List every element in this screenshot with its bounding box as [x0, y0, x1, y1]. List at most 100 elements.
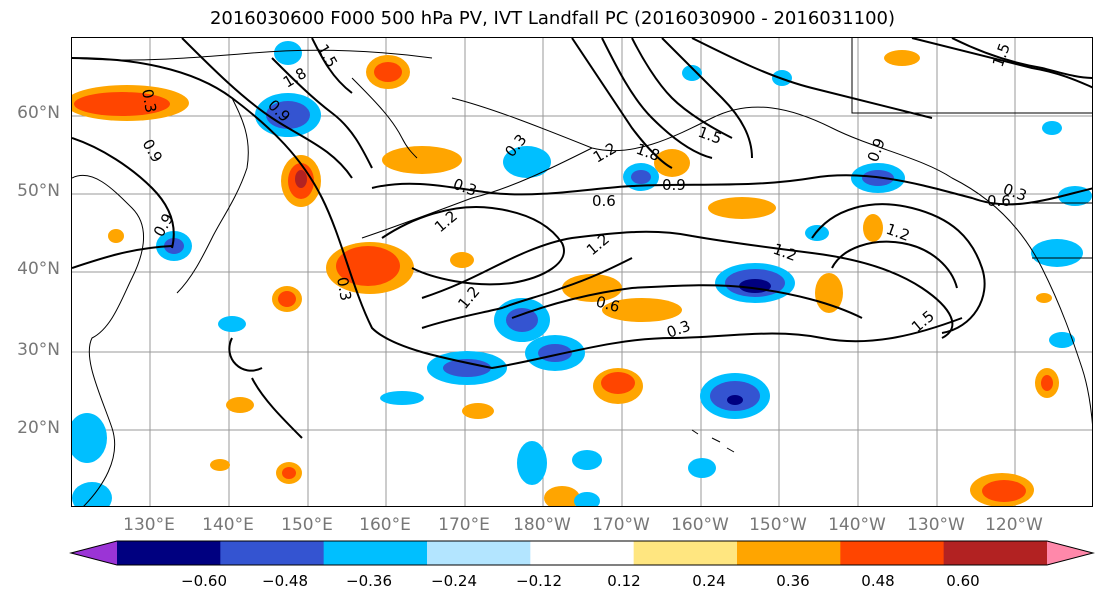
border — [1032, 202, 1092, 259]
border — [851, 38, 1092, 114]
colorbar-tick-label: 0.12 — [607, 572, 641, 590]
lon-label: 130°W — [907, 515, 965, 535]
pv-contour — [831, 240, 958, 289]
pv-contour — [251, 377, 303, 439]
coastline-north — [72, 49, 433, 61]
lat-label: 40°N — [17, 259, 60, 279]
lat-label: 30°N — [17, 340, 60, 360]
lat-label: 20°N — [17, 418, 60, 438]
shade-positive — [708, 197, 776, 219]
pv-contour — [271, 57, 373, 169]
map-plot: 0.3 0.9 1.8 1.5 0.9 0.3 1.8 1.2 1.5 0.3 … — [72, 38, 1092, 506]
shade-negative — [1031, 239, 1083, 267]
shade-negative — [572, 450, 602, 470]
contour-label: 1.8 — [280, 64, 310, 92]
pv-contour — [571, 38, 673, 169]
shade-positive — [210, 459, 230, 471]
lon-label: 120°W — [985, 515, 1043, 535]
shade-positive — [884, 50, 920, 66]
shade-negative — [574, 492, 600, 506]
pv-contour — [691, 38, 933, 119]
pv-contours — [72, 38, 1092, 439]
contour-label: 1.5 — [908, 307, 938, 336]
pv-contour — [72, 137, 175, 249]
pv-contour — [181, 38, 353, 179]
shade-positive — [654, 149, 690, 177]
shade-negative — [164, 238, 184, 254]
colorbar-cell — [427, 541, 531, 565]
pv-contour — [228, 337, 263, 372]
colorbar-extend-low — [71, 541, 117, 565]
contour-label: 0.9 — [662, 176, 686, 194]
colorbar-tick-label: −0.60 — [181, 572, 227, 590]
lat-label: 60°N — [17, 103, 60, 123]
pv-contour — [72, 57, 963, 370]
gridlines — [72, 38, 1092, 506]
shade-negative — [503, 146, 551, 178]
contour-label: 1.5 — [696, 123, 725, 148]
shade-negative — [688, 458, 716, 478]
shade-positive — [74, 92, 170, 116]
contour-label: 1.5 — [989, 41, 1014, 70]
lon-label: 170°W — [592, 515, 650, 535]
shade-negative — [682, 65, 702, 81]
lon-label: 160°W — [671, 515, 729, 535]
lon-label: 170°E — [438, 515, 490, 535]
contour-label: 1.2 — [454, 283, 483, 313]
colorbar-cell — [117, 541, 221, 565]
map-panel: 0.3 0.9 1.8 1.5 0.9 0.3 1.8 1.2 1.5 0.3 … — [71, 37, 1093, 507]
colorbar-cell — [220, 541, 325, 565]
colorbar-tick-label: −0.12 — [516, 572, 562, 590]
lon-label: 160°E — [359, 515, 411, 535]
pv-contour — [811, 203, 986, 334]
pv-contour — [72, 245, 173, 269]
contour-label: 0.9 — [864, 136, 889, 165]
pv-contour — [381, 206, 565, 286]
shade-negative — [506, 308, 538, 332]
colorbar-tick-label: 0.60 — [946, 572, 980, 590]
pv-contour — [311, 38, 353, 94]
shade-negative — [443, 359, 491, 377]
colorbar-tick-label: −0.48 — [262, 572, 308, 590]
pc-shading — [72, 41, 1092, 506]
contour-label: 1.2 — [590, 139, 620, 167]
pv-contour — [601, 38, 713, 159]
pv-contour — [911, 38, 1092, 89]
lon-label: 140°E — [202, 515, 254, 535]
colorbar-tick-label: 0.24 — [692, 572, 726, 590]
contour-label: 0.3 — [138, 88, 160, 115]
colorbar-tick-label: −0.24 — [431, 572, 477, 590]
colorbar-cell — [737, 541, 841, 565]
lon-label: 150°W — [749, 515, 807, 535]
pv-contour — [371, 174, 1092, 206]
contour-label: 0.3 — [333, 276, 355, 303]
shade-positive — [108, 229, 124, 243]
shade-negative — [218, 316, 246, 332]
pv-contour — [951, 38, 1092, 79]
colorbar-cell — [323, 541, 428, 565]
coastline-japan — [176, 97, 249, 294]
shade-negative — [72, 413, 107, 463]
lat-label: 50°N — [17, 181, 60, 201]
coastline-asia — [72, 174, 145, 506]
chart-title: 2016030600 F000 500 hPa PV, IVT Landfall… — [209, 8, 896, 29]
shade-positive — [982, 480, 1026, 502]
shade-positive — [1036, 293, 1052, 303]
contour-label: 1.5 — [314, 41, 342, 71]
shade-positive — [278, 291, 296, 307]
shade-negative — [1042, 121, 1062, 135]
shade-positive — [450, 252, 474, 268]
shade-positive — [601, 372, 635, 394]
shade-positive — [602, 298, 682, 322]
coastlines — [72, 38, 1092, 506]
shade-negative — [72, 482, 112, 506]
contour-label: 0.3 — [451, 175, 480, 200]
shade-positive — [226, 397, 254, 413]
shade-positive — [374, 62, 402, 82]
pv-contour — [421, 230, 954, 339]
contour-label: 0.6 — [594, 292, 622, 316]
shade-positive — [282, 467, 296, 479]
colorbar-cell — [840, 541, 945, 565]
shade-positive — [462, 403, 494, 419]
shade-positive — [295, 170, 307, 188]
